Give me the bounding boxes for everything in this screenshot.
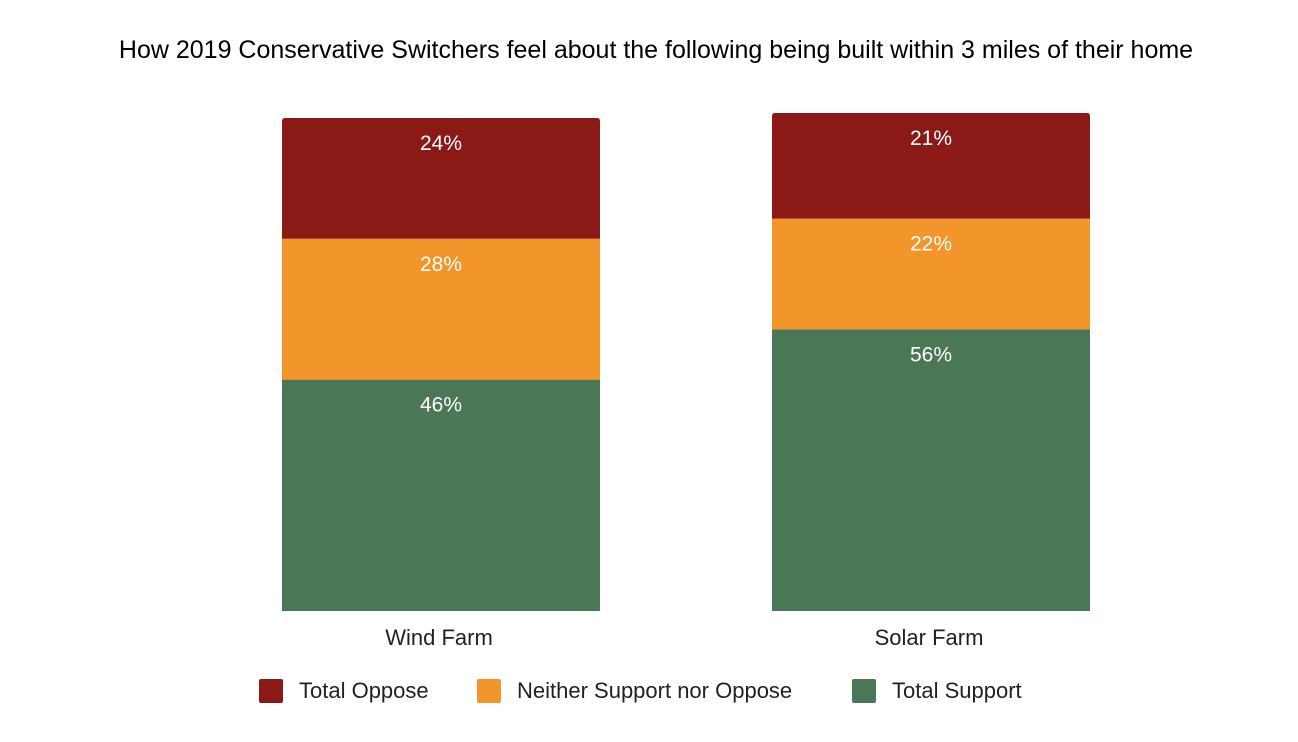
- data-label-solar-farm-total-support: 56%: [910, 343, 952, 366]
- legend-item-neither: Neither Support nor Oppose: [477, 676, 792, 706]
- stacked-bar-chart: 46% 28% 24% Wind Farm 56% 22% 21% Solar Farm: [282, 113, 1090, 650]
- legend-swatch-total-support: [852, 679, 876, 703]
- data-label-wind-farm-total-oppose: 24%: [420, 132, 462, 155]
- legend-item-total-oppose: Total Oppose: [259, 676, 429, 706]
- category-label-wind-farm: Wind Farm: [385, 625, 493, 650]
- bar-segment-solar-farm-total-oppose: [772, 113, 1090, 219]
- data-label-wind-farm-neither-support-nor-oppose: 28%: [420, 253, 462, 276]
- chart-legend: Total Oppose Neither Support nor Oppose …: [0, 676, 1298, 706]
- data-label-solar-farm-total-oppose: 21%: [910, 127, 952, 150]
- legend-item-total-support: Total Support: [852, 676, 1022, 706]
- data-label-solar-farm-neither-support-nor-oppose: 22%: [910, 233, 952, 256]
- legend-label-total-support: Total Support: [892, 678, 1022, 703]
- category-label-solar-farm: Solar Farm: [875, 625, 984, 650]
- chart-title: How 2019 Conservative Switchers feel abo…: [118, 36, 1194, 64]
- bar-segment-wind-farm-total-support: [282, 379, 600, 611]
- legend-swatch-neither: [477, 679, 501, 703]
- bar-segment-wind-farm-total-oppose: [282, 118, 600, 239]
- data-label-wind-farm-total-support: 46%: [420, 394, 462, 417]
- legend-swatch-total-oppose: [259, 679, 283, 703]
- legend-label-neither: Neither Support nor Oppose: [517, 678, 793, 703]
- bar-segment-solar-farm-total-support: [772, 329, 1090, 611]
- bar-segment-solar-farm-neither-support-nor-oppose: [772, 218, 1090, 330]
- legend-label-total-oppose: Total Oppose: [299, 678, 429, 703]
- bar-segment-wind-farm-neither-support-nor-oppose: [282, 238, 600, 380]
